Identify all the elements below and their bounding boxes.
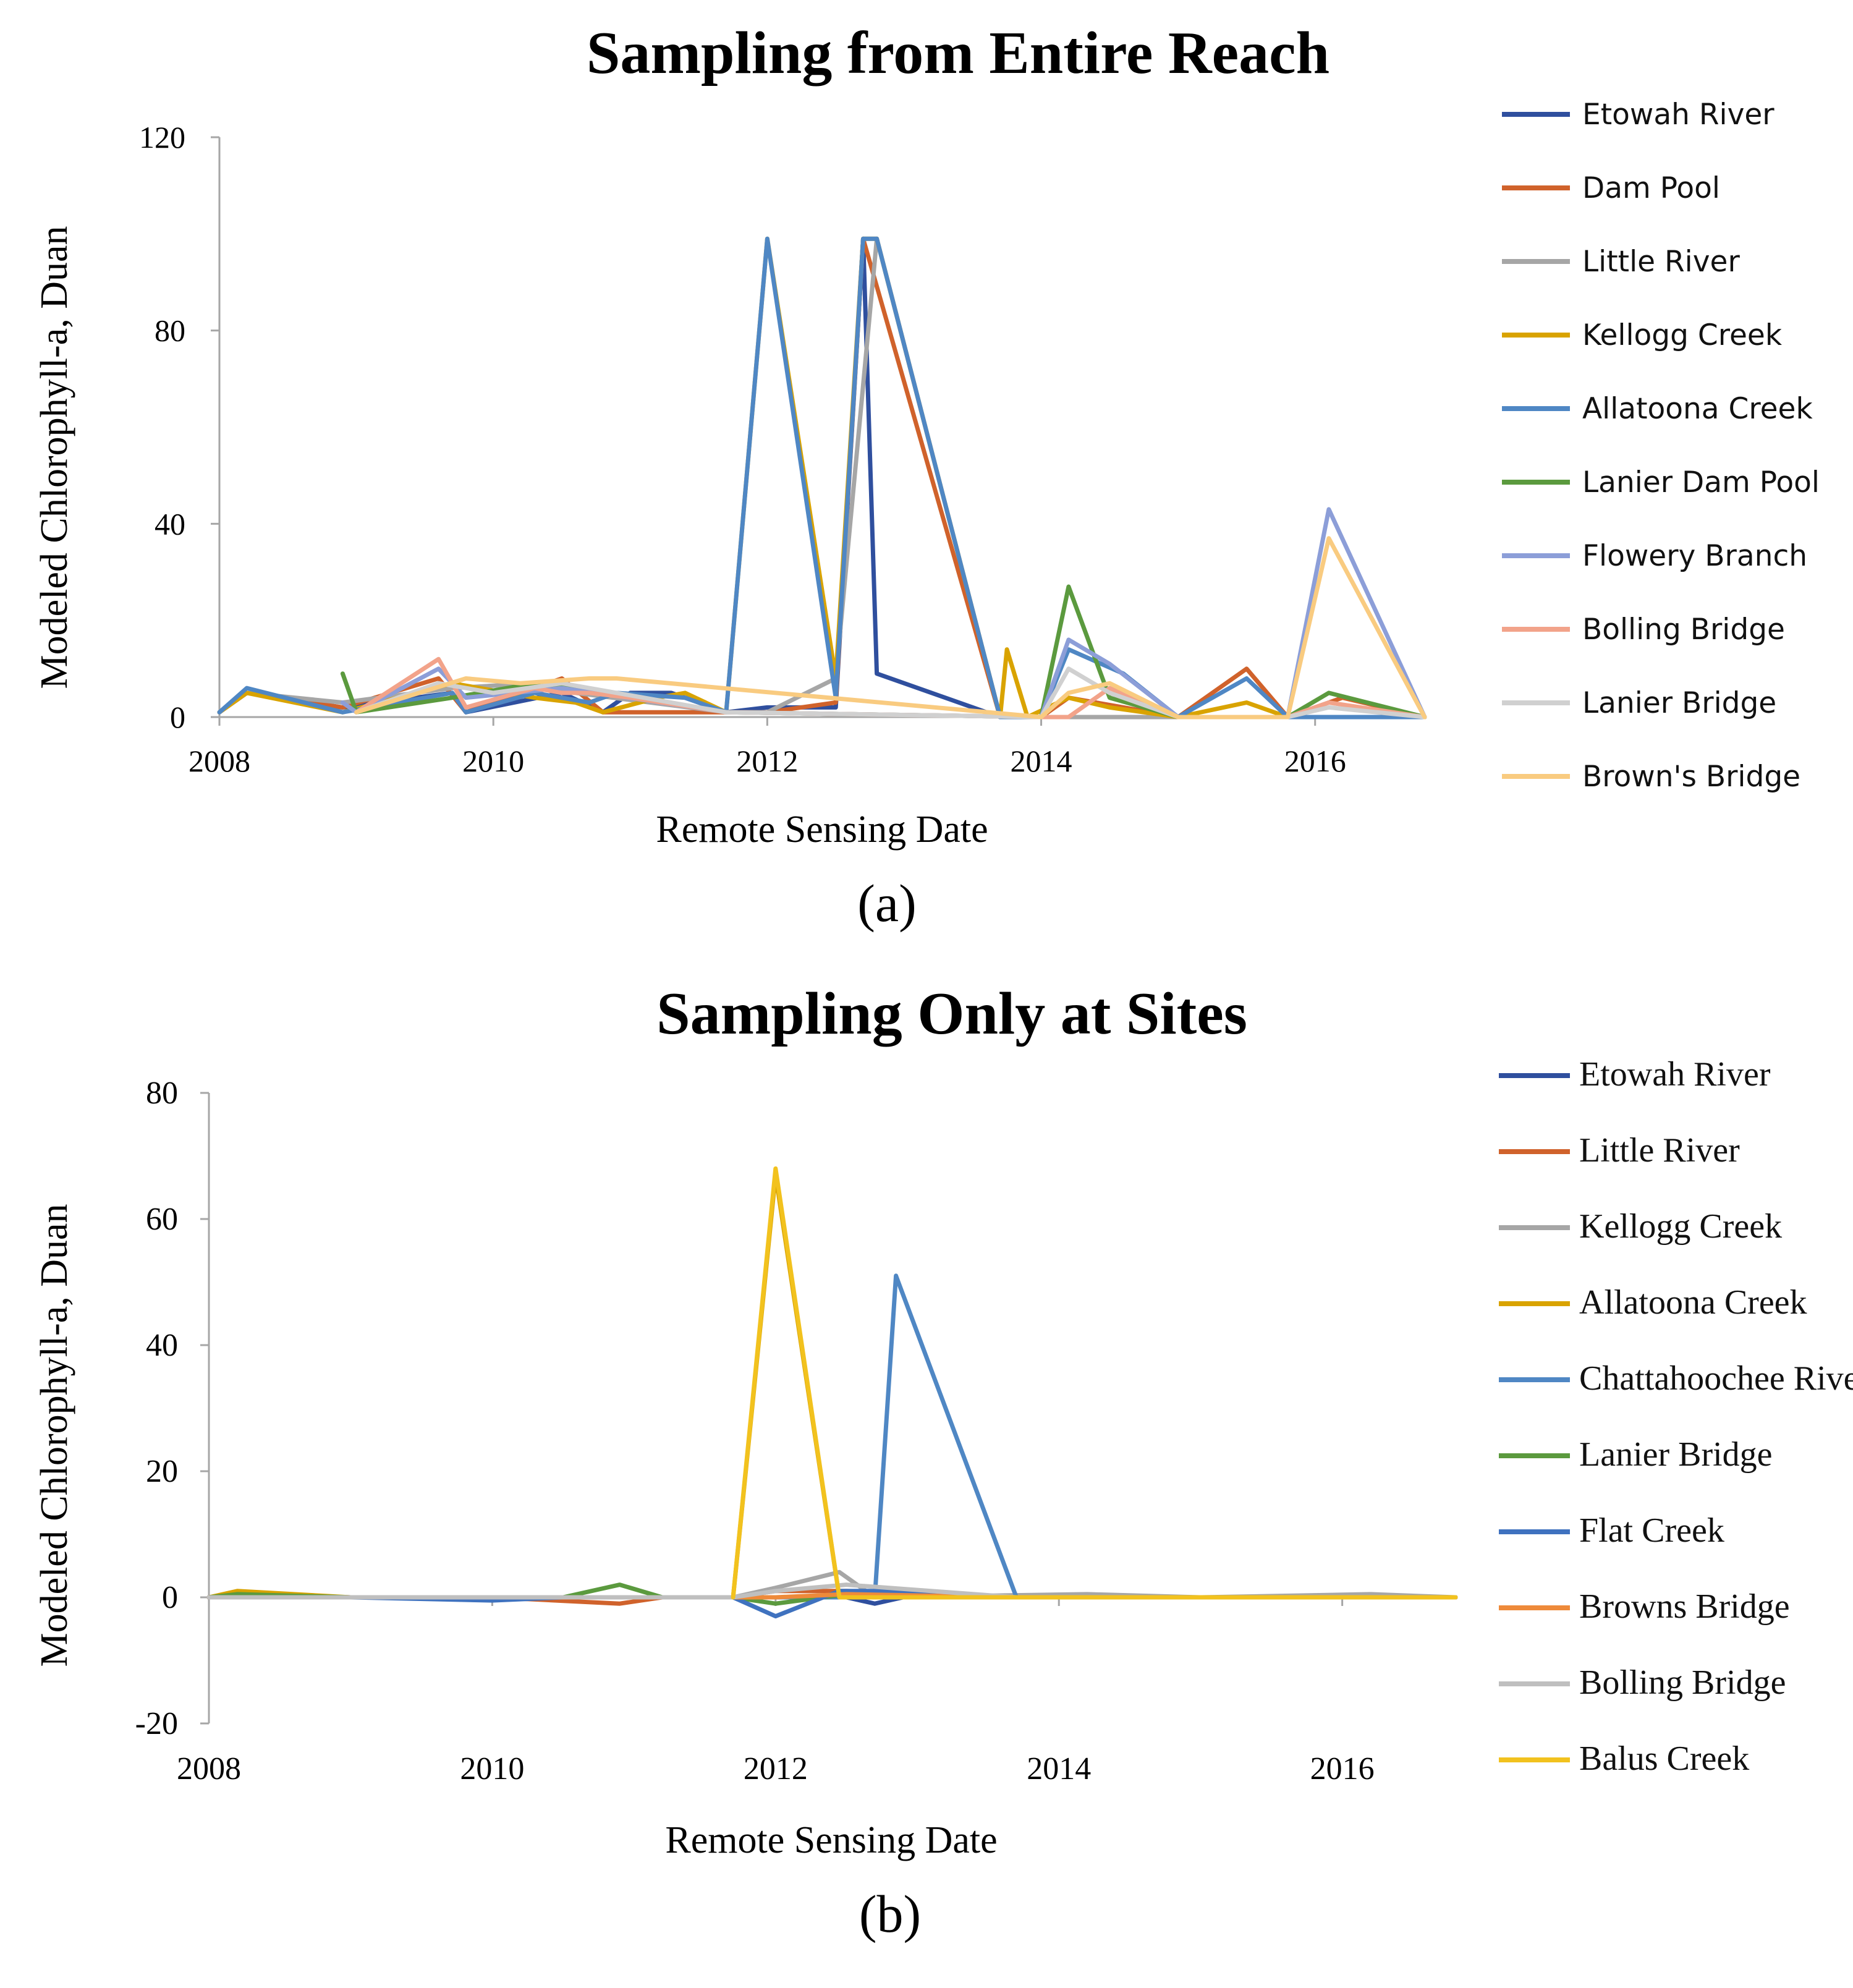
chart-b-y-tick-label: 80	[146, 1076, 178, 1111]
chart-b-y-tick-label: 60	[146, 1202, 178, 1237]
chart-b-x-tick-label: 2008	[177, 1751, 241, 1786]
chart-b-legend-label: Balus Creek	[1579, 1740, 1749, 1778]
chart-a-x-tick-label: 2010	[462, 744, 524, 778]
chart-a-legend-label: Bolling Bridge	[1582, 613, 1785, 647]
chart-a-legend-label: Little River	[1582, 245, 1740, 279]
chart-a-legend-label: Kellogg Creek	[1582, 318, 1783, 352]
chart-a-title: Sampling from Entire Reach	[587, 20, 1329, 87]
chart-b-legend-label: Etowah River	[1579, 1055, 1771, 1094]
chart-a-legend-label: Lanier Dam Pool	[1582, 465, 1820, 499]
chart-a-legend: Etowah River Dam Pool Little River Kellogg …	[1502, 98, 1820, 794]
chart-a-legend-label: Dam Pool	[1582, 171, 1720, 205]
chart-a-legend-label: Lanier Bridge	[1582, 686, 1776, 720]
chart-b-x-tick-label: 2012	[744, 1751, 808, 1786]
chart-a-panel-label: (a)	[857, 873, 916, 933]
chart-a-series-line-etowah-river	[217, 236, 1427, 720]
chart-b-title: Sampling Only at Sites	[656, 980, 1247, 1047]
chart-a-legend-label: Brown's Bridge	[1582, 760, 1800, 794]
chart-a-y-tick-label: 0	[170, 700, 185, 734]
chart-b-legend-label: Kellogg Creek	[1579, 1207, 1782, 1246]
chart-b-legend-label: Lanier Bridge	[1579, 1435, 1773, 1474]
chart-b-plot: -20 0 20 40 60 80 2008 2010 2012 2014 2016	[135, 1076, 1458, 1786]
chart-b-panel-label: (b)	[859, 1884, 921, 1943]
chart-a-series-line-lanier-bridge	[354, 666, 1427, 720]
chart-b-x-axis-title: Remote Sensing Date	[665, 1819, 997, 1861]
chart-a-x-tick-label: 2012	[736, 744, 798, 778]
chart-a-y-tick-label: 80	[155, 313, 185, 348]
chart-a-series-line-kellogg-creek	[217, 236, 1427, 720]
chart-b-legend-label: Flat Creek	[1579, 1511, 1724, 1550]
chart-a-series-line-allatoona-creek	[217, 236, 1427, 720]
chart-b-series-line-allatoona-creek	[206, 1173, 1458, 1600]
chart-a-y-tick-label: 120	[139, 120, 185, 155]
chart-a-series-line-little-river	[217, 236, 1427, 720]
chart-a-x-tick-label: 2008	[189, 744, 250, 778]
chart-b-y-axis-title: Modeled Chlorophyll-a, Duan	[33, 1204, 75, 1667]
chart-a-x-axis-title: Remote Sensing Date	[656, 809, 988, 851]
chart-b-legend-label: Allatoona Creek	[1579, 1283, 1807, 1322]
chart-a-x-tick-label: 2016	[1284, 744, 1346, 778]
chart-b-legend-label: Bolling Bridge	[1579, 1663, 1786, 1702]
chart-b-x-tick-label: 2014	[1027, 1751, 1091, 1786]
chart-a-series-line-dam-pool	[217, 236, 1427, 720]
chart-a-y-tick-label: 40	[155, 506, 185, 541]
chart-b-legend-label: Browns Bridge	[1579, 1587, 1790, 1626]
chart-a-y-axis-title: Modeled Chlorophyll-a, Duan	[33, 226, 75, 689]
chart-b-y-tick-label: -20	[135, 1706, 178, 1741]
chart-a-legend-label: Allatoona Creek	[1582, 392, 1813, 426]
chart-b-series-line-balus-creek	[731, 1166, 1458, 1600]
chart-a-series-line-brown-s-bridge	[354, 536, 1427, 720]
chart-b-y-tick-label: 20	[146, 1454, 178, 1489]
chart-a-legend-label: Flowery Branch	[1582, 539, 1807, 573]
chart-b-legend-label: Little River	[1579, 1131, 1740, 1170]
chart-b-y-tick-label: 0	[162, 1580, 178, 1615]
chart-b-y-tick-label: 40	[146, 1328, 178, 1363]
chart-b-x-tick-label: 2016	[1310, 1751, 1375, 1786]
chart-a-legend-label: Etowah River	[1582, 98, 1775, 132]
chart-b-legend: Etowah River Little River Kellogg Creek All…	[1499, 1055, 1853, 1778]
chart-b-legend-label: Chattahoochee River	[1579, 1359, 1853, 1398]
chart-b-x-tick-label: 2010	[460, 1751, 524, 1786]
chart-a-plot: 0 40 80 120 2008 2010 2012 2014 2016	[139, 120, 1427, 778]
chart-a-x-tick-label: 2014	[1011, 744, 1072, 778]
